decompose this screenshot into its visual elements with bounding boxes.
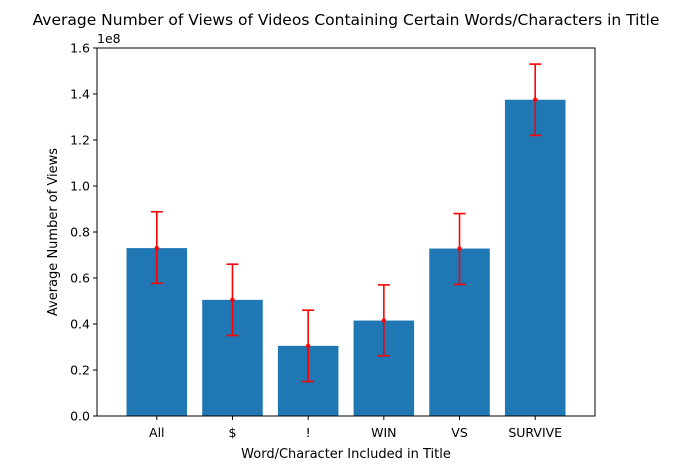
error-bars-layer (150, 63, 542, 383)
x-axis: All $! WIN VS SURVIVE (149, 416, 562, 440)
bar-5 (504, 99, 566, 416)
y-axis-label: Average Number of Views (46, 148, 61, 316)
mean-point-1 (230, 297, 235, 303)
x-tick-label-2: ! (306, 425, 311, 440)
y-tick-label-1: 0.2 (70, 363, 90, 378)
bars-layer (126, 99, 566, 416)
x-tick-label-0: All (149, 425, 165, 440)
x-axis-label: Word/Character Included in Title (241, 447, 451, 462)
y-tick-label-6: 1.2 (70, 133, 90, 148)
mean-point-5 (533, 97, 538, 102)
x-tick-label-5: SURVIVE (508, 425, 562, 440)
y-tick-label-5: 1.0 (70, 179, 90, 194)
y-tick-label-2: 0.4 (70, 317, 90, 332)
mean-point-3 (381, 318, 387, 323)
x-tick-label-4: VS (451, 425, 468, 440)
y-axis: 0.0 0.2 0.4 0.6 0.8 1.0 1.2 1.4 1.6 (70, 41, 97, 424)
mean-point-4 (457, 246, 462, 251)
chart-title: Average Number of Views of Videos Contai… (33, 11, 660, 29)
y-tick-label-7: 1.4 (70, 87, 90, 102)
x-tick-label-1: $ (228, 425, 236, 440)
y-tick-label-0: 0.0 (70, 409, 90, 424)
mean-point-0 (154, 245, 159, 251)
y-tick-label-3: 0.6 (70, 271, 90, 286)
y-tick-label-4: 0.8 (70, 225, 90, 240)
y-tick-label-8: 1.6 (70, 41, 90, 56)
y-axis-offset-label: 1e8 (97, 31, 121, 46)
mean-point-2 (305, 343, 311, 349)
x-tick-label-3: WIN (371, 425, 396, 440)
